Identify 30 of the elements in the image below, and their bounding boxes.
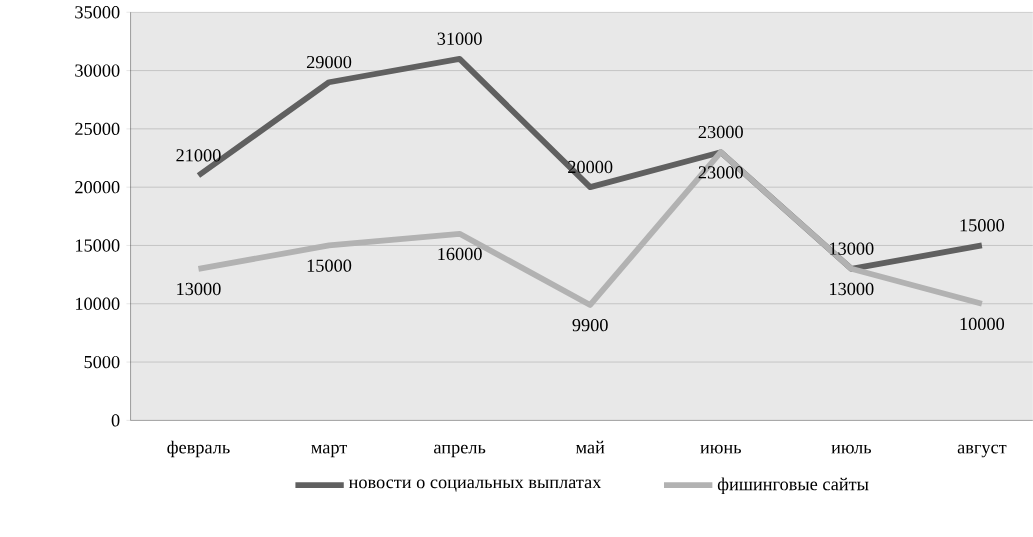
data-label: 15000 — [307, 259, 352, 272]
data-label: 10000 — [960, 317, 1005, 331]
y-tick-label: 35000 — [75, 6, 120, 19]
data-label: 13000 — [830, 282, 874, 296]
data-label: 23000 — [698, 166, 743, 179]
y-tick-label: 20000 — [75, 181, 120, 194]
y-tick-label: 0 — [111, 414, 120, 427]
data-label: 29000 — [306, 55, 352, 69]
x-tick-label: март — [311, 444, 348, 458]
legend-label: новости о социальных выплатах — [348, 479, 602, 492]
x-tick-label: апрель — [434, 444, 486, 458]
data-label: 13000 — [830, 242, 874, 255]
data-label: 31000 — [437, 32, 482, 45]
y-tick-label: 30000 — [75, 64, 120, 77]
x-tick-label: август — [957, 444, 1007, 458]
x-tick-label: май — [575, 440, 605, 454]
data-label: 13000 — [177, 282, 221, 296]
x-tick-label: июль — [831, 444, 872, 454]
y-tick-label: 5000 — [84, 355, 120, 369]
data-label: 15000 — [960, 219, 1005, 232]
data-label: 21000 — [176, 149, 221, 162]
data-label: 23000 — [698, 125, 743, 139]
y-tick-label: 25000 — [75, 122, 120, 136]
x-tick-label: февраль — [167, 440, 230, 458]
data-label: 16000 — [438, 247, 482, 261]
y-tick-label: 15000 — [76, 239, 120, 252]
y-tick-label: 10000 — [76, 297, 120, 310]
legend-label: фишинговые сайты — [717, 477, 869, 495]
x-tick-label: июнь — [700, 444, 741, 454]
data-label: 9900 — [572, 318, 608, 332]
